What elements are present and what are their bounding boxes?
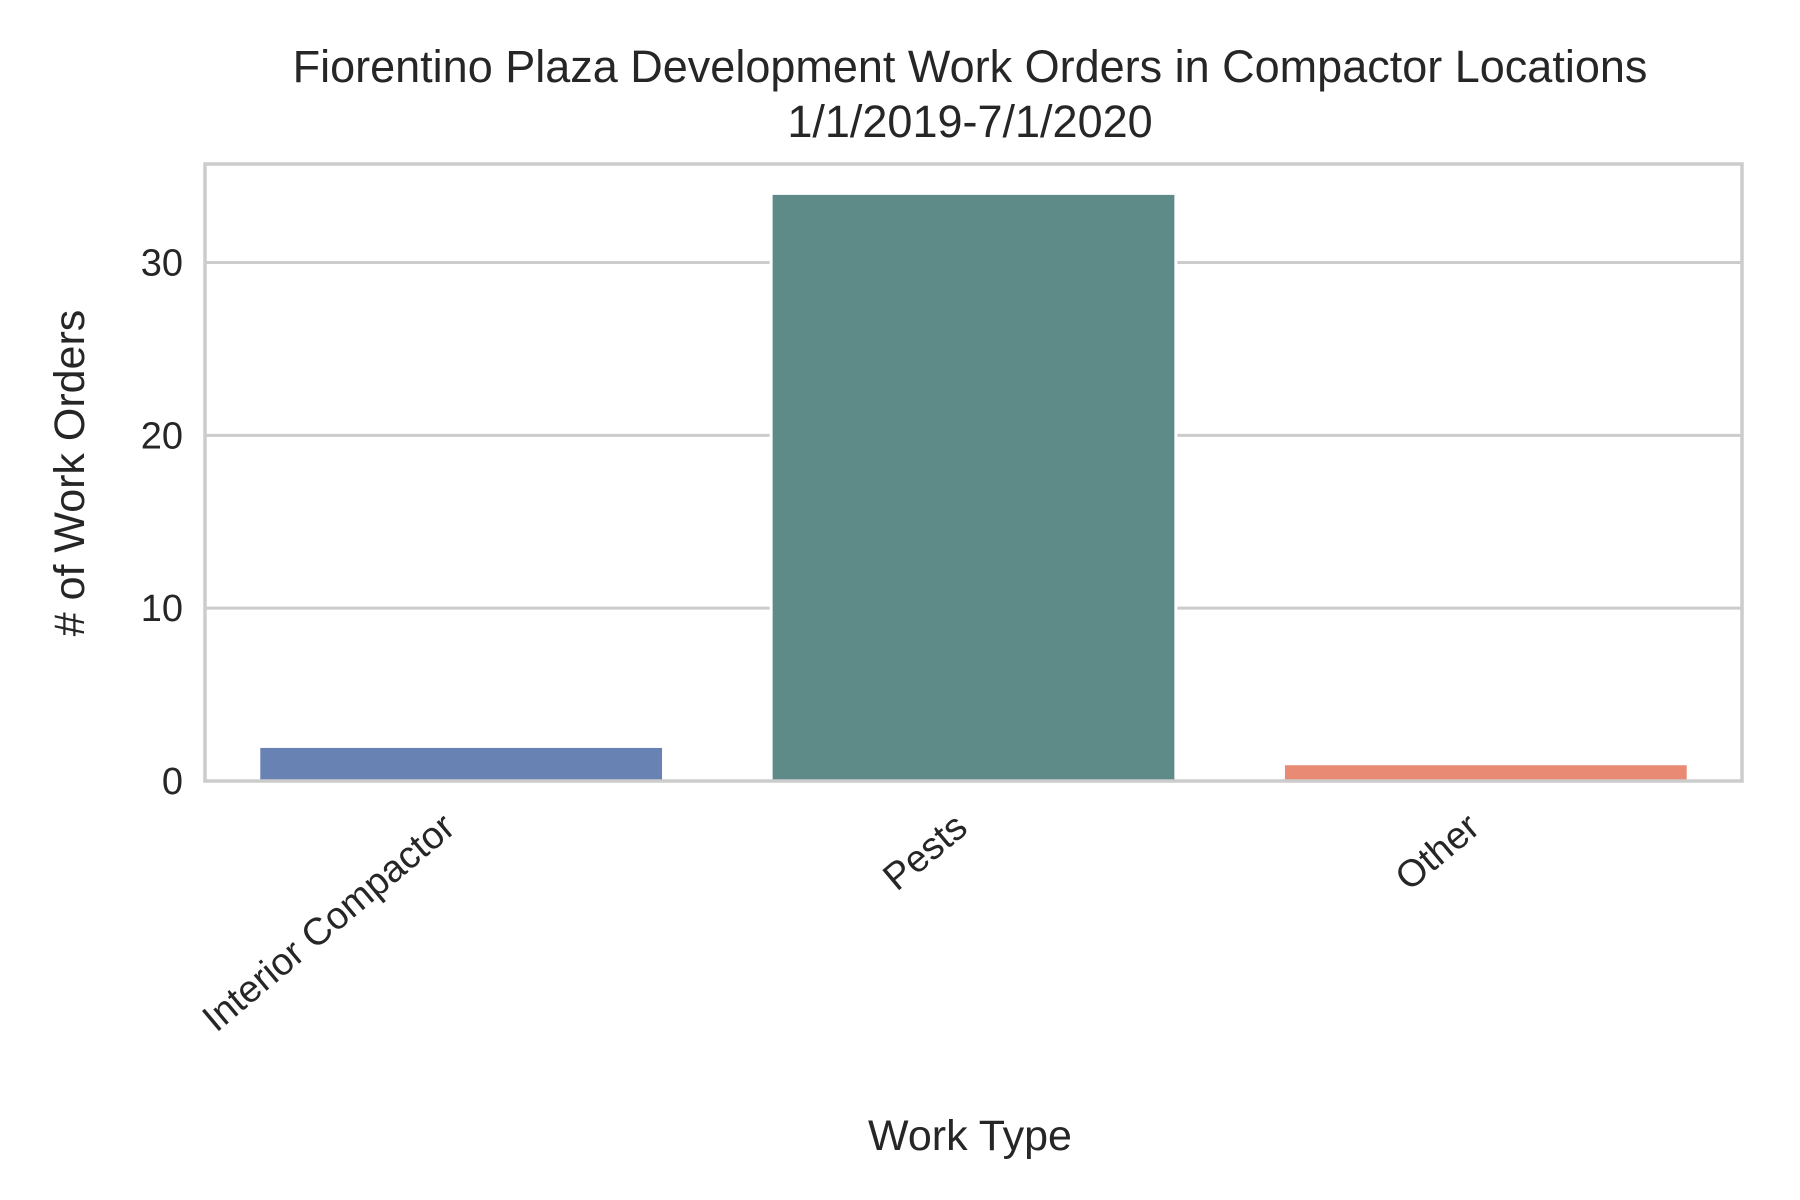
y-tick-label-0: 0	[162, 761, 183, 803]
plot-frame	[203, 162, 1744, 783]
bars	[257, 191, 1690, 783]
bar-other	[1281, 762, 1690, 783]
chart-title: Fiorentino Plaza Development Work Orders…	[293, 41, 1648, 92]
bar-interior-compactor	[257, 744, 666, 783]
y-tick-label-2: 20	[141, 415, 183, 457]
chart-subtitle: 1/1/2019-7/1/2020	[787, 96, 1152, 147]
y-tick-labels: 0 10 20 30	[141, 243, 183, 803]
bar-pests	[769, 191, 1178, 783]
y-tick-label-1: 10	[141, 588, 183, 630]
y-axis-label: # of Work Orders	[46, 310, 94, 637]
x-axis-label: Work Type	[868, 1112, 1072, 1160]
y-tick-label-3: 30	[141, 243, 183, 285]
